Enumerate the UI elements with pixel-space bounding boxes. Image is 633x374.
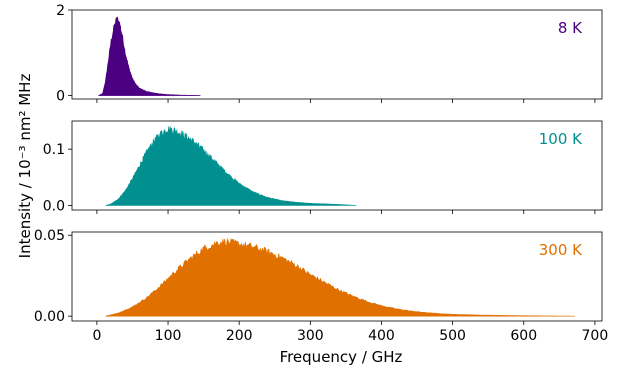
axes-frame-0 — [71, 9, 603, 100]
panel-0: 0 2 8 K — [56, 3, 603, 105]
spectrum-series-1 — [105, 126, 357, 206]
axes-frame-1 — [71, 120, 603, 211]
y-tick-label-1-0: 0.0 — [43, 198, 65, 214]
x-tick-label-4: 400 — [368, 328, 395, 344]
x-axis-title: Frequency / GHz — [280, 348, 403, 366]
axes-frame-2 — [71, 231, 603, 322]
x-tick-label-5: 500 — [439, 328, 466, 344]
panels-group: 0 2 8 K 0.0 0.1 100 K 0 100 200 300 400 500 600 700 0.… — [34, 3, 608, 344]
panel-1: 0.0 0.1 100 K — [43, 120, 603, 214]
x-tick-label-7: 700 — [582, 328, 609, 344]
x-tick-label-1: 100 — [155, 328, 182, 344]
y-tick-label-0-1: 2 — [56, 3, 65, 19]
y-tick-label-0-0: 0 — [56, 89, 65, 105]
panel-2: 0 100 200 300 400 500 600 700 0.00 0.05 300 K — [34, 228, 608, 344]
y-tick-label-2-1: 0.05 — [34, 228, 65, 244]
panel-label-0: 8 K — [558, 19, 583, 37]
panel-label-1: 100 K — [539, 130, 583, 148]
x-tick-label-0: 0 — [92, 328, 101, 344]
panel-label-2: 300 K — [539, 241, 583, 259]
y-axis-title: Intensity / 10⁻³ nm² MHz — [16, 74, 34, 259]
x-tick-label-6: 600 — [510, 328, 537, 344]
x-tick-label-2: 200 — [226, 328, 253, 344]
y-tick-label-2-0: 0.00 — [34, 309, 65, 325]
x-tick-label-3: 300 — [297, 328, 324, 344]
y-tick-label-1-1: 0.1 — [43, 142, 65, 158]
spectrum-series-0 — [98, 16, 201, 96]
spectrum-series-2 — [105, 237, 575, 317]
